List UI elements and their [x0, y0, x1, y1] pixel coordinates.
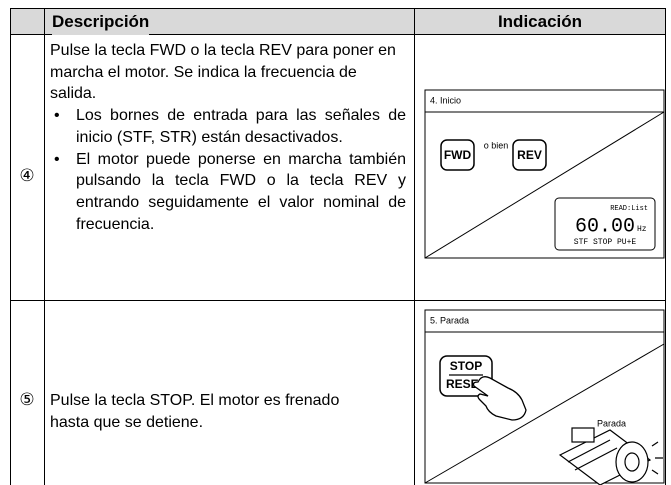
fin [567, 439, 611, 463]
key-label: FWD [444, 148, 472, 162]
bullet-text: Los bornes de entrada para las señales d… [76, 107, 406, 146]
connector: o bien [484, 140, 509, 150]
display-value: 60.00 [575, 215, 635, 238]
motor-shaft [624, 452, 640, 472]
header-cell: Descripción [52, 9, 150, 35]
row-divider [10, 300, 666, 301]
description: Pulse la tecla FWD o la tecla REV para p… [50, 40, 406, 235]
bullet-dot: • [54, 150, 60, 168]
panel-title: 5. Parada [430, 315, 469, 325]
table-frame [10, 8, 666, 485]
diagonal [424, 343, 665, 484]
key [440, 139, 475, 171]
hand [472, 376, 527, 421]
key-label: STOP [450, 359, 482, 373]
bullet: • Los bornes de entrada para las señales … [50, 105, 406, 148]
display-mode: READ:List [610, 205, 648, 213]
terminal-box [571, 427, 595, 443]
panel-label: Parada [597, 418, 626, 428]
key-label: REV [517, 148, 542, 162]
bullet-dot: • [54, 107, 60, 125]
fin [574, 447, 618, 471]
key [512, 139, 547, 171]
description-text: Pulse la tecla FWD o la tecla REV para p… [50, 42, 396, 103]
display-unit: Hz [637, 225, 647, 234]
step-number: ⑤ [19, 390, 35, 409]
panel-title: 4. Inicio [430, 95, 461, 105]
display [554, 197, 656, 251]
col-divider [44, 8, 45, 485]
bullet-text: El motor puede ponerse en marcha también… [76, 150, 406, 233]
bullet: • El motor puede ponerse en marcha tambié… [50, 149, 406, 236]
display-status: STF STOP PU+E [574, 238, 637, 247]
col-divider [414, 8, 415, 485]
step-number: ④ [19, 166, 35, 185]
description-text: Pulse la tecla STOP. El motor es frenado… [50, 392, 340, 431]
diagonal [424, 111, 665, 259]
motor [558, 427, 663, 485]
header-cell: Indicación [497, 12, 583, 31]
motion-lines [651, 441, 663, 475]
